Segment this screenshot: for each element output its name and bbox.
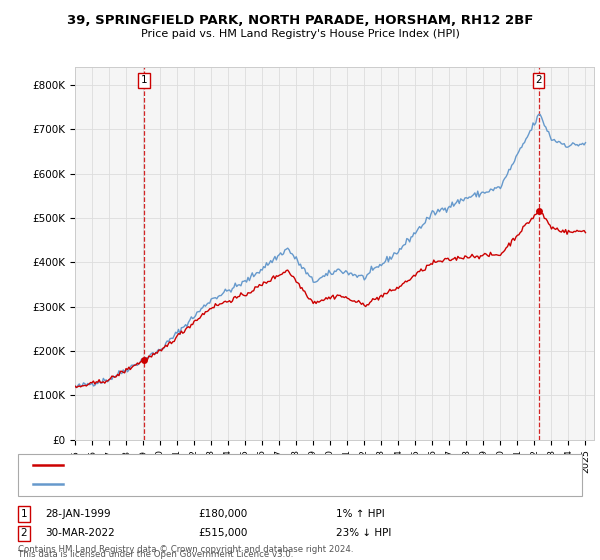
Text: £515,000: £515,000 — [198, 528, 247, 538]
Text: 1: 1 — [20, 509, 28, 519]
Text: HPI: Average price, detached house, Horsham: HPI: Average price, detached house, Hors… — [69, 479, 294, 489]
Text: 2: 2 — [535, 75, 542, 85]
Text: Price paid vs. HM Land Registry's House Price Index (HPI): Price paid vs. HM Land Registry's House … — [140, 29, 460, 39]
Text: 39, SPRINGFIELD PARK, NORTH PARADE, HORSHAM, RH12 2BF: 39, SPRINGFIELD PARK, NORTH PARADE, HORS… — [67, 14, 533, 27]
Text: 2: 2 — [20, 528, 28, 538]
Text: 1% ↑ HPI: 1% ↑ HPI — [336, 509, 385, 519]
Text: 28-JAN-1999: 28-JAN-1999 — [45, 509, 110, 519]
Text: 30-MAR-2022: 30-MAR-2022 — [45, 528, 115, 538]
Text: £180,000: £180,000 — [198, 509, 247, 519]
Text: 1: 1 — [141, 75, 148, 85]
Text: 23% ↓ HPI: 23% ↓ HPI — [336, 528, 391, 538]
Text: Contains HM Land Registry data © Crown copyright and database right 2024.: Contains HM Land Registry data © Crown c… — [18, 545, 353, 554]
Text: 39, SPRINGFIELD PARK, NORTH PARADE, HORSHAM, RH12 2BF (detached house): 39, SPRINGFIELD PARK, NORTH PARADE, HORS… — [69, 460, 464, 470]
Text: This data is licensed under the Open Government Licence v3.0.: This data is licensed under the Open Gov… — [18, 550, 293, 559]
